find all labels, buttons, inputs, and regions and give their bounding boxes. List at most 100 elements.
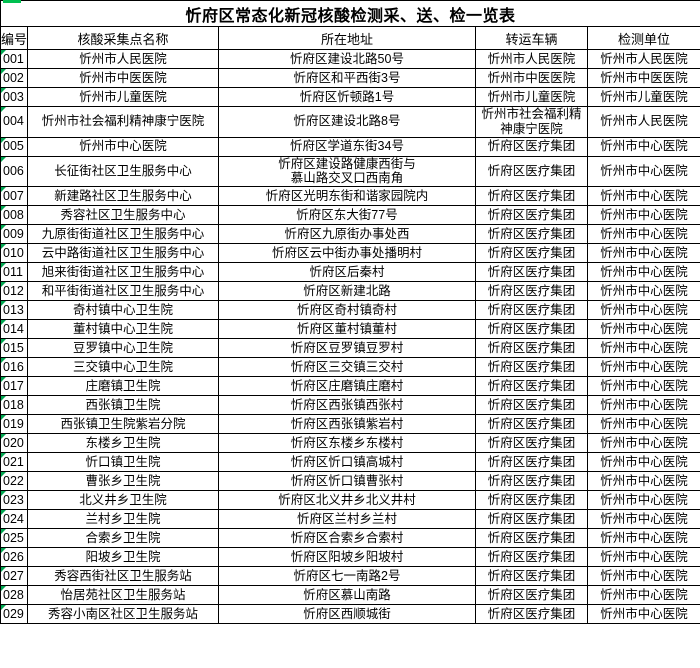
cell-transport-vehicle: 忻府区医疗集团 bbox=[475, 414, 588, 434]
cell-row-number: 015 bbox=[0, 338, 28, 358]
number-stored-as-text-indicator-icon bbox=[1, 453, 6, 458]
cell-row-number: 029 bbox=[0, 604, 28, 624]
cell-row-number: 016 bbox=[0, 357, 28, 377]
table-row: 003 忻州市儿童医院 忻府区忻顿路1号 忻州市儿童医院 忻州市儿童医院 bbox=[0, 87, 700, 107]
cell-transport-vehicle: 忻府区医疗集团 bbox=[475, 376, 588, 396]
cell-row-number: 014 bbox=[0, 319, 28, 339]
row-number-text: 021 bbox=[3, 454, 24, 469]
row-number-text: 004 bbox=[3, 114, 24, 129]
number-stored-as-text-indicator-icon bbox=[1, 586, 6, 591]
table-row: 004 忻州市社会福利精神康宁医院 忻府区建设北路8号 忻州市社会福利精 神康宁… bbox=[0, 106, 700, 138]
cell-address: 忻府区新建北路 bbox=[218, 281, 476, 301]
row-number-text: 029 bbox=[3, 606, 24, 621]
number-stored-as-text-indicator-icon bbox=[1, 510, 6, 515]
cell-testing-unit: 忻州市中心医院 bbox=[587, 281, 700, 301]
cell-collection-point-name: 东楼乡卫生院 bbox=[27, 433, 219, 453]
number-stored-as-text-indicator-icon bbox=[1, 156, 6, 162]
row-number-text: 028 bbox=[3, 587, 24, 602]
row-number-text: 008 bbox=[3, 207, 24, 222]
table-row: 014 董村镇中心卫生院 忻府区董村镇董村 忻府区医疗集团 忻州市中心医院 bbox=[0, 319, 700, 339]
cell-address: 忻府区七一南路2号 bbox=[218, 566, 476, 586]
table-row: 025 合索乡卫生院 忻府区合索乡合索村 忻府区医疗集团 忻州市中心医院 bbox=[0, 528, 700, 548]
cell-transport-vehicle: 忻府区医疗集团 bbox=[475, 338, 588, 358]
cell-testing-unit: 忻州市中心医院 bbox=[587, 452, 700, 472]
cell-transport-vehicle: 忻府区医疗集团 bbox=[475, 452, 588, 472]
cell-address: 忻府区阳坡乡阳坡村 bbox=[218, 547, 476, 567]
cell-testing-unit: 忻州市中心医院 bbox=[587, 604, 700, 624]
cell-testing-unit: 忻州市中医医院 bbox=[587, 68, 700, 88]
cell-transport-vehicle: 忻府区医疗集团 bbox=[475, 186, 588, 206]
table-row: 020 东楼乡卫生院 忻府区东楼乡东楼村 忻府区医疗集团 忻州市中心医院 bbox=[0, 433, 700, 453]
nucleic-acid-testing-table: 忻府区常态化新冠核酸检测采、送、检一览表 编号 核酸采集点名称 所在地址 转运车… bbox=[0, 0, 700, 624]
cell-row-number: 020 bbox=[0, 433, 28, 453]
table-row: 015 豆罗镇中心卫生院 忻府区豆罗镇豆罗村 忻府区医疗集团 忻州市中心医院 bbox=[0, 338, 700, 358]
table-row: 026 阳坡乡卫生院 忻府区阳坡乡阳坡村 忻府区医疗集团 忻州市中心医院 bbox=[0, 547, 700, 567]
cell-address: 忻府区忻口镇高城村 bbox=[218, 452, 476, 472]
cell-testing-unit: 忻州市中心医院 bbox=[587, 338, 700, 358]
number-stored-as-text-indicator-icon bbox=[1, 69, 6, 74]
table-row: 011 旭来街街道社区卫生服务中心 忻府区后秦村 忻府区医疗集团 忻州市中心医院 bbox=[0, 262, 700, 282]
cell-collection-point-name: 曹张乡卫生院 bbox=[27, 471, 219, 491]
cell-transport-vehicle: 忻府区医疗集团 bbox=[475, 528, 588, 548]
table-row: 006 长征街社区卫生服务中心 忻府区建设路健康西街与 慕山路交叉口西南角 忻府… bbox=[0, 155, 700, 187]
cell-testing-unit: 忻州市中心医院 bbox=[587, 357, 700, 377]
cell-testing-unit: 忻州市中心医院 bbox=[587, 243, 700, 263]
cell-testing-unit: 忻州市中心医院 bbox=[587, 376, 700, 396]
cell-row-number: 027 bbox=[0, 566, 28, 586]
cell-transport-vehicle: 忻州市儿童医院 bbox=[475, 87, 588, 107]
number-stored-as-text-indicator-icon bbox=[1, 605, 6, 610]
cell-transport-vehicle: 忻府区医疗集团 bbox=[475, 585, 588, 605]
table-row: 029 秀容小南区社区卫生服务站 忻府区西顺城街 忻府区医疗集团 忻州市中心医院 bbox=[0, 604, 700, 624]
cell-testing-unit: 忻州市中心医院 bbox=[587, 471, 700, 491]
row-number-text: 009 bbox=[3, 226, 24, 241]
cell-row-number: 013 bbox=[0, 300, 28, 320]
row-number-text: 010 bbox=[3, 245, 24, 260]
table-row: 007 新建路社区卫生服务中心 忻府区光明东街和谐家园院内 忻府区医疗集团 忻州… bbox=[0, 186, 700, 206]
cell-address: 忻府区光明东街和谐家园院内 bbox=[218, 186, 476, 206]
cell-address: 忻府区后秦村 bbox=[218, 262, 476, 282]
table-row: 021 忻口镇卫生院 忻府区忻口镇高城村 忻府区医疗集团 忻州市中心医院 bbox=[0, 452, 700, 472]
cell-transport-vehicle: 忻府区医疗集团 bbox=[475, 547, 588, 567]
number-stored-as-text-indicator-icon bbox=[1, 339, 6, 344]
table-row: 005 忻州市中心医院 忻府区学道东街34号 忻府区医疗集团 忻州市中心医院 bbox=[0, 136, 700, 157]
cell-transport-vehicle: 忻府区医疗集团 bbox=[475, 243, 588, 263]
cell-transport-vehicle: 忻府区医疗集团 bbox=[475, 155, 588, 187]
cell-transport-vehicle: 忻府区医疗集团 bbox=[475, 509, 588, 529]
cell-transport-vehicle: 忻府区医疗集团 bbox=[475, 490, 588, 510]
number-stored-as-text-indicator-icon bbox=[1, 88, 6, 93]
cell-testing-unit: 忻州市中心医院 bbox=[587, 186, 700, 206]
cell-address: 忻府区建设北路50号 bbox=[218, 49, 476, 69]
cell-collection-point-name: 西张镇卫生院 bbox=[27, 395, 219, 415]
cell-collection-point-name: 云中路街道社区卫生服务中心 bbox=[27, 243, 219, 263]
cell-transport-vehicle: 忻州市中医医院 bbox=[475, 68, 588, 88]
cell-collection-point-name: 庄磨镇卫生院 bbox=[27, 376, 219, 396]
number-stored-as-text-indicator-icon bbox=[1, 50, 6, 55]
cell-transport-vehicle: 忻府区医疗集团 bbox=[475, 433, 588, 453]
cell-row-number: 017 bbox=[0, 376, 28, 396]
table-body: 001 忻州市人民医院 忻府区建设北路50号 忻州市人民医院 忻州市人民医院 0… bbox=[0, 49, 700, 624]
cell-collection-point-name: 忻州市社会福利精神康宁医院 bbox=[27, 106, 219, 138]
cell-testing-unit: 忻州市中心医院 bbox=[587, 509, 700, 529]
row-number-text: 003 bbox=[3, 89, 24, 104]
cell-address: 忻府区西顺城街 bbox=[218, 604, 476, 624]
cell-testing-unit: 忻州市中心医院 bbox=[587, 205, 700, 225]
row-number-text: 019 bbox=[3, 416, 24, 431]
cell-testing-unit: 忻州市中心医院 bbox=[587, 528, 700, 548]
header-row: 编号 核酸采集点名称 所在地址 转运车辆 检测单位 bbox=[0, 26, 700, 50]
cell-collection-point-name: 长征街社区卫生服务中心 bbox=[27, 155, 219, 187]
table-row: 012 和平街街道社区卫生服务中心 忻府区新建北路 忻府区医疗集团 忻州市中心医… bbox=[0, 281, 700, 301]
table-row: 023 北义井乡卫生院 忻府区北义井乡北义井村 忻府区医疗集团 忻州市中心医院 bbox=[0, 490, 700, 510]
cell-collection-point-name: 奇村镇中心卫生院 bbox=[27, 300, 219, 320]
cell-address: 忻府区和平西街3号 bbox=[218, 68, 476, 88]
cell-transport-vehicle: 忻州市人民医院 bbox=[475, 49, 588, 69]
cell-row-number: 012 bbox=[0, 281, 28, 301]
number-stored-as-text-indicator-icon bbox=[1, 377, 6, 382]
cell-testing-unit: 忻州市人民医院 bbox=[587, 106, 700, 138]
table-row: 002 忻州市中医医院 忻府区和平西街3号 忻州市中医医院 忻州市中医医院 bbox=[0, 68, 700, 88]
number-stored-as-text-indicator-icon bbox=[1, 244, 6, 249]
number-stored-as-text-indicator-icon bbox=[1, 472, 6, 477]
cell-testing-unit: 忻州市中心医院 bbox=[587, 136, 700, 157]
page-title: 忻府区常态化新冠核酸检测采、送、检一览表 bbox=[0, 0, 700, 27]
cell-testing-unit: 忻州市中心医院 bbox=[587, 547, 700, 567]
sheet-corner-marker bbox=[3, 0, 21, 3]
